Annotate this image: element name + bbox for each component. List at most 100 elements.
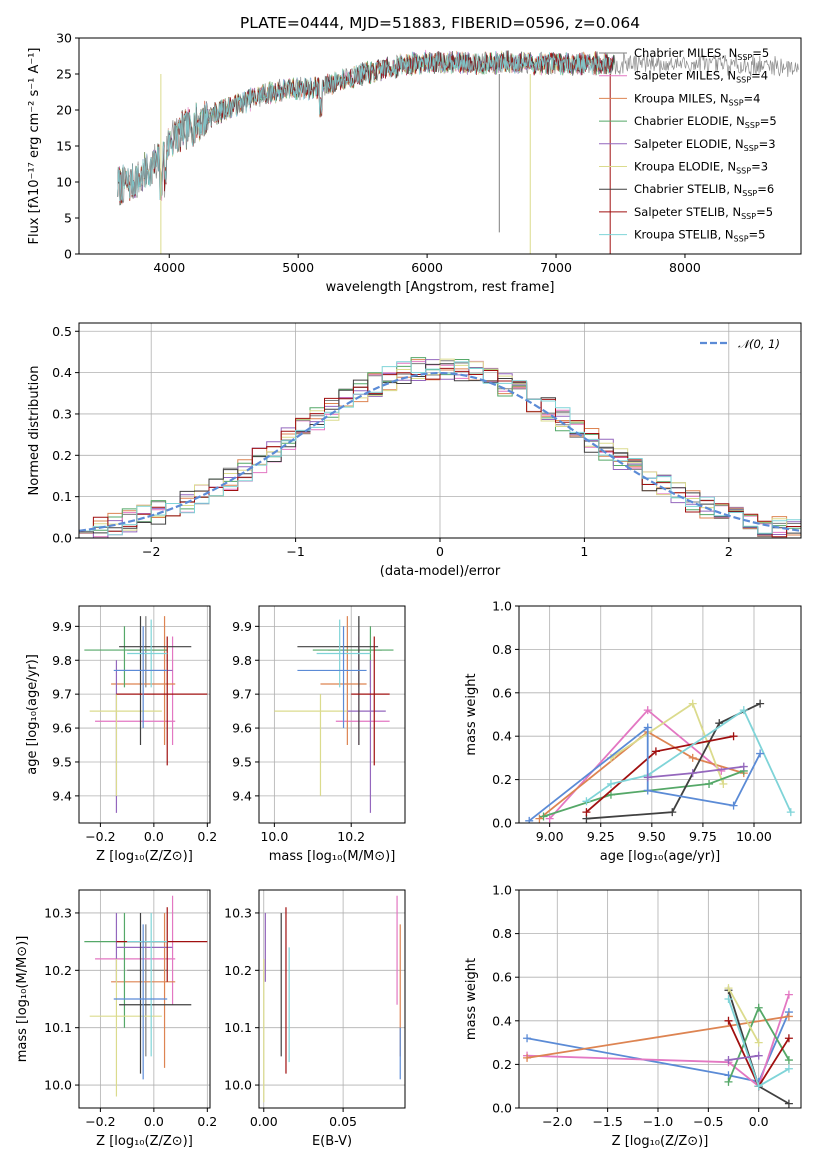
y-tick-label: 0.6 — [492, 970, 512, 985]
legend-sub: SSP — [744, 144, 759, 153]
plus-marker — [643, 723, 652, 732]
plus-marker — [539, 812, 548, 821]
plus-marker — [724, 1056, 733, 1065]
x-tick-label: −1.5 — [592, 1114, 622, 1129]
legend-name: Chabrier MILES, N — [634, 46, 737, 60]
histogram-steps — [79, 357, 801, 538]
errorbars-age-vs-mass — [274, 616, 394, 813]
legend-sub: SSP — [729, 98, 744, 107]
y-tick-label: 5 — [64, 211, 72, 226]
plus-marker — [729, 732, 738, 741]
y-tick-label: 9.4 — [52, 788, 72, 803]
plus-marker — [688, 699, 697, 708]
y-axis-label: Flux [fλ10⁻¹⁷ erg cm⁻² s⁻¹ A⁻¹] — [27, 48, 42, 245]
x-tick-label: 0.2 — [197, 829, 217, 844]
plus-marker — [784, 1099, 793, 1108]
plot-frame — [518, 605, 802, 824]
gaussian-legend-label: 𝒩(0, 1) — [738, 337, 780, 351]
weight-line — [538, 730, 745, 820]
plot-frame — [258, 605, 406, 824]
plus-marker — [582, 808, 591, 817]
legend-count: =4 — [751, 69, 768, 83]
y-tick-label: 9.8 — [52, 653, 72, 668]
y-tick-label: 9.5 — [52, 754, 72, 769]
plus-marker — [784, 1012, 793, 1021]
legend-entry: Kroupa ELODIE, NSSP=3 — [634, 160, 768, 176]
lines-mass-weight-vs-Z — [523, 984, 793, 1108]
y-tick-label: 0.8 — [492, 642, 512, 657]
weight-line — [527, 994, 790, 1088]
plus-marker — [724, 1016, 733, 1025]
legend-name: Salpeter ELODIE, N — [634, 137, 744, 151]
histogram-step-line — [79, 367, 801, 538]
y-tick-label: 25 — [56, 67, 72, 82]
plus-marker — [784, 1034, 793, 1043]
plus-marker — [719, 779, 728, 788]
weight-line — [727, 987, 760, 1044]
axes-age-vs-mass: 10.0 10.2 9.4 9.5 9.6 9.7 9.8 9.9 mass [log₁₀(M/… — [232, 606, 405, 864]
y-tick-label: 9.9 — [52, 619, 72, 634]
legend-sub: SSP — [734, 235, 749, 244]
y-tick-label: 0.4 — [492, 1013, 512, 1028]
x-tick-label: 0.0 — [144, 829, 164, 844]
plus-marker — [643, 706, 652, 715]
x-tick-label: 5000 — [282, 260, 314, 275]
y-tick-label: 10.3 — [224, 905, 252, 920]
x-tick-label: 4000 — [153, 260, 185, 275]
x-tick-label: 9.00 — [536, 829, 564, 844]
legend-sub: SSP — [736, 167, 751, 176]
x-tick-label: 0.2 — [197, 1114, 217, 1129]
legend-entry: Kroupa STELIB, NSSP=5 — [634, 228, 765, 244]
plus-marker — [756, 749, 765, 758]
plot-frame — [78, 889, 211, 1109]
plus-marker — [754, 1082, 763, 1091]
plus-marker — [739, 762, 748, 771]
plus-marker — [606, 779, 615, 788]
y-tick-label: 0.0 — [492, 1101, 512, 1116]
weight-line — [585, 735, 734, 813]
plus-marker — [523, 1053, 532, 1062]
histogram-frame — [78, 322, 802, 539]
x-axis-label: mass [log₁₀(M/M⊙)] — [269, 849, 396, 864]
plus-marker — [705, 779, 714, 788]
legend-name: Kroupa STELIB, N — [634, 228, 734, 242]
plus-marker — [739, 706, 748, 715]
spectrum-lines — [117, 49, 799, 254]
plus-marker — [786, 808, 795, 817]
y-tick-label: 10.2 — [224, 963, 252, 978]
axes-spectrum: 4000 5000 6000 7000 8000 0 5 10 15 20 25 30 waveleng… — [27, 31, 701, 296]
x-tick-label: −2 — [142, 544, 160, 559]
plus-marker — [545, 814, 554, 823]
plus-marker — [525, 816, 534, 823]
weight-line — [526, 1015, 790, 1059]
legend-count: =3 — [751, 160, 768, 174]
legend-entry: Chabrier ELODIE, NSSP=5 — [634, 114, 777, 130]
y-tick-label: 0.8 — [492, 926, 512, 941]
histogram-step-line — [79, 363, 801, 535]
y-tick-label: 20 — [56, 103, 72, 118]
y-tick-label: 9.5 — [232, 754, 252, 769]
x-tick-label: −0.2 — [85, 829, 115, 844]
legend-entry: Salpeter MILES, NSSP=4 — [634, 69, 768, 85]
y-tick-label: 9.6 — [52, 721, 72, 736]
axes-age-vs-Z: −0.2 0.0 0.2 9.4 9.5 9.6 9.7 9.8 9.9 Z [log₁₀(Z/Z… — [25, 606, 217, 864]
axes-mass-weight-vs-Z: −2.0 −1.5 −1.0 −0.5 0.0 0.0 0.2 0.4 0.6 0.8 1.0 Z [… — [464, 883, 801, 1149]
plus-marker — [784, 1064, 793, 1073]
plus-marker — [724, 1077, 733, 1086]
plus-marker — [724, 984, 733, 993]
gaussian-curve — [79, 372, 801, 532]
y-tick-label: 10.0 — [44, 1078, 72, 1093]
y-tick-label: 0.2 — [492, 1057, 512, 1072]
x-tick-label: −0.5 — [693, 1114, 723, 1129]
legend-entry: Chabrier MILES, NSSP=5 — [634, 46, 769, 62]
x-tick-label: −0.2 — [85, 1114, 115, 1129]
y-tick-label: 10.2 — [44, 963, 72, 978]
y-axis-label: mass weight — [464, 673, 479, 755]
axes-mass-vs-Z: −0.2 0.0 0.2 10.0 10.1 10.2 10.3 Z [log₁₀(Z/Z⊙)… — [15, 890, 217, 1149]
x-tick-label: 9.25 — [587, 829, 615, 844]
weight-line — [728, 1054, 759, 1061]
chart-title: PLATE=0444, MJD=51883, FIBERID=0596, z=0… — [240, 14, 640, 32]
y-tick-label: 0.0 — [52, 531, 72, 546]
x-tick-label: −1.0 — [643, 1114, 673, 1129]
spectrum-frame — [78, 37, 802, 255]
